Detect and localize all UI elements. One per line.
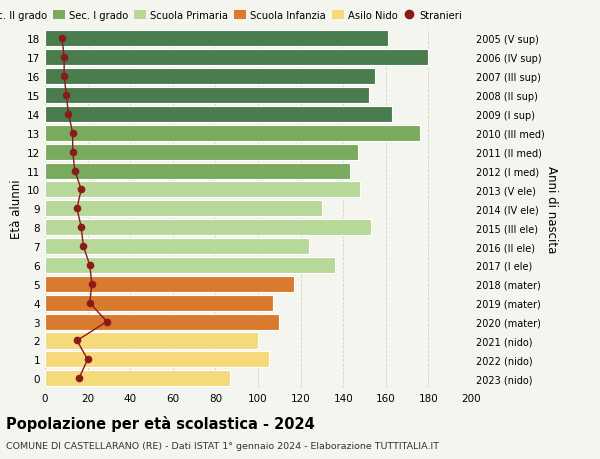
Bar [45,352,269,368]
Bar [45,125,420,141]
Bar [45,257,335,274]
Bar [45,239,309,255]
Text: COMUNE DI CASTELLARANO (RE) - Dati ISTAT 1° gennaio 2024 - Elaborazione TUTTITAL: COMUNE DI CASTELLARANO (RE) - Dati ISTAT… [6,441,439,450]
Text: Popolazione per età scolastica - 2024: Popolazione per età scolastica - 2024 [6,415,315,431]
Bar [45,163,350,179]
Bar [45,182,360,198]
Bar [45,370,230,386]
Bar [45,69,375,85]
Bar [45,106,392,123]
Bar [45,88,369,104]
Bar [45,333,258,349]
Y-axis label: Età alunni: Età alunni [10,179,23,239]
Bar [45,144,358,160]
Legend: Sec. II grado, Sec. I grado, Scuola Primaria, Scuola Infanzia, Asilo Nido, Stran: Sec. II grado, Sec. I grado, Scuola Prim… [0,11,462,21]
Bar [45,50,428,66]
Bar [45,31,388,47]
Bar [45,276,294,292]
Bar [45,220,371,235]
Bar [45,314,279,330]
Bar [45,295,273,311]
Y-axis label: Anni di nascita: Anni di nascita [545,165,559,252]
Bar [45,201,322,217]
